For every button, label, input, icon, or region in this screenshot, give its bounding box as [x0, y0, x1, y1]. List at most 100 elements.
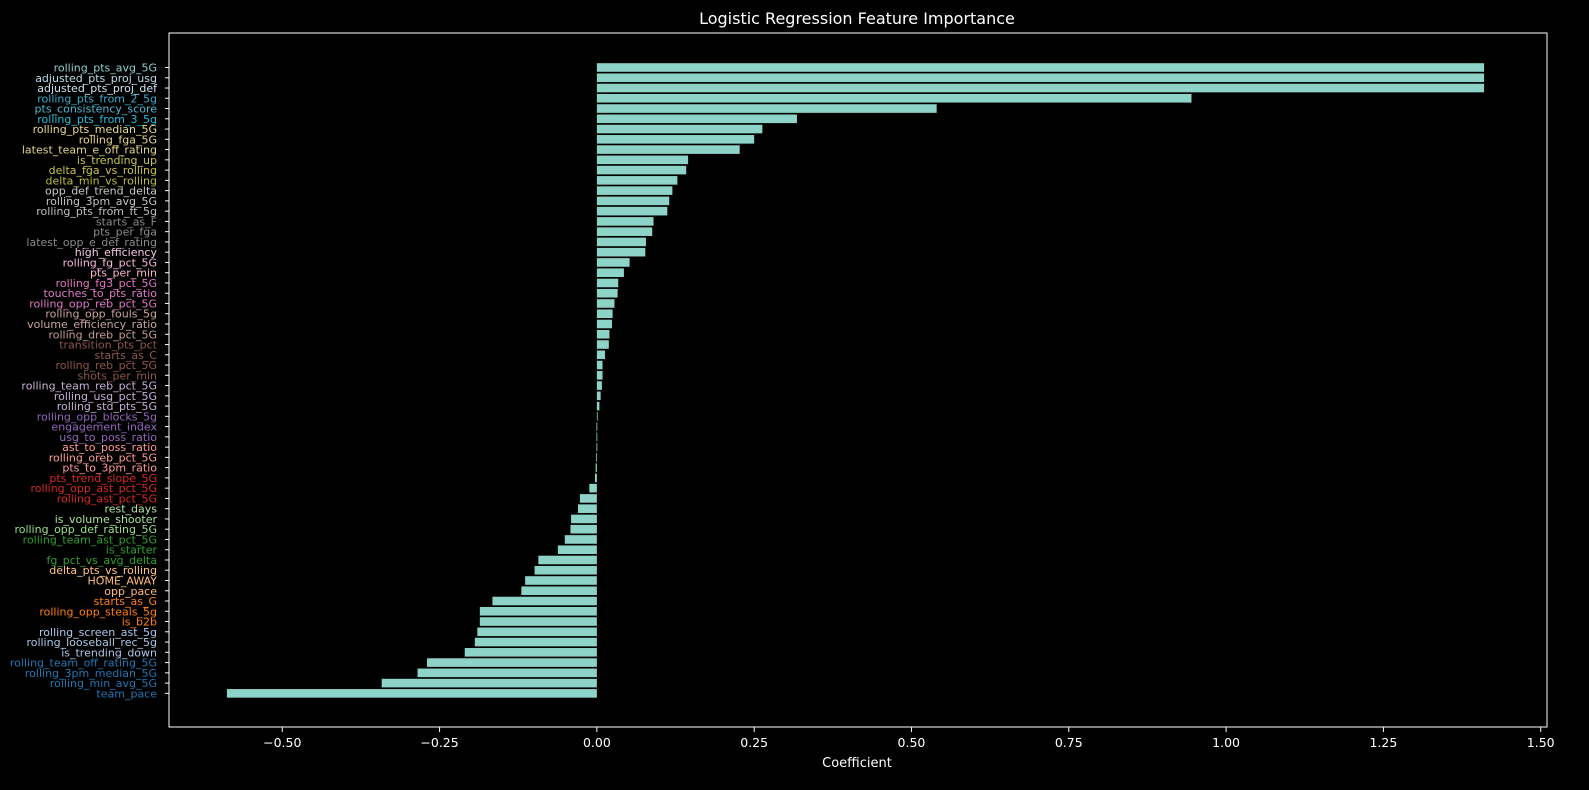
y-tick-label: starts_as_G	[94, 595, 157, 608]
bar-rolling_oreb_pct_5G	[596, 453, 598, 462]
bar-rolling_screen_ast_5g	[477, 627, 597, 637]
bar-rolling_min_avg_5G	[381, 678, 597, 688]
bar-touches_to_pts_ratio	[596, 288, 618, 298]
y-tick-label: latest_team_e_off_rating	[22, 144, 157, 157]
y-tick-label: rolling_reb_pct_5G	[55, 359, 157, 372]
x-tick-label: 1.50	[1527, 735, 1555, 750]
x-tick-label: 1.25	[1369, 735, 1397, 750]
bar-shots_per_min	[596, 371, 603, 380]
y-tick-label: is_b2b	[122, 616, 157, 629]
bar-rolling_ast_pct_5G	[579, 494, 597, 503]
y-tick-label: HOME_AWAY	[88, 575, 158, 588]
y-tick-label: rolling_pts_median_5G	[33, 123, 157, 136]
y-tick-label: rolling_oreb_pct_5G	[49, 451, 157, 464]
y-tick-label: rolling_pts_from_3_5g	[37, 113, 157, 126]
bar-adjusted_pts_proj_def	[596, 83, 1485, 93]
x-tick-label: −0.25	[420, 735, 458, 750]
y-tick-label: pts_per_fga	[93, 226, 157, 239]
x-tick-label: 0.75	[1055, 735, 1083, 750]
bar-delta_fga_vs_rolling	[596, 165, 687, 175]
y-tick-label: rolling_3pm_median_5G	[25, 667, 157, 680]
x-tick-label: 0.50	[898, 735, 926, 750]
bar-delta_pts_vs_rolling	[534, 565, 597, 575]
y-tick-label: rest_days	[104, 503, 157, 516]
bar-usg_to_poss_ratio	[596, 432, 598, 442]
plot-frame	[168, 32, 1548, 728]
bar-is_trending_down	[464, 648, 597, 657]
y-tick-label: rolling_usg_pct_5G	[54, 390, 157, 403]
bar-opp_def_trend_delta	[596, 186, 673, 195]
bar-latest_opp_e_def_rating	[596, 237, 646, 247]
y-tick-label: touches_to_pts_ratio	[44, 287, 158, 300]
bar-rolling_opp_fouls_5g	[596, 309, 613, 319]
y-tick-label: delta_min_vs_rolling	[46, 174, 157, 187]
y-tick-label: rolling_pts_from_2_5g	[37, 92, 157, 105]
bar-is_b2b	[479, 617, 597, 626]
y-tick-label: ast_to_poss_ratio	[62, 441, 157, 454]
bar-pts_consistency_score	[596, 104, 937, 113]
bar-high_efficiency	[596, 247, 646, 257]
y-tick-label: fg_pct_vs_avg_delta	[46, 554, 157, 567]
y-tick-label: rolling_3pm_avg_5G	[46, 195, 157, 208]
bar-rolling_3pm_median_5G	[417, 668, 597, 678]
y-tick-label: pts_per_min	[90, 267, 157, 280]
bar-rolling_pts_median_5G	[596, 124, 763, 134]
x-tick-label: 1.00	[1212, 735, 1240, 750]
y-tick-label: pts_consistency_score	[35, 103, 158, 116]
y-tick-label: rolling_opp_blocks_5g	[37, 410, 157, 423]
y-tick-label: adjusted_pts_proj_def	[37, 82, 158, 95]
bar-rolling_opp_ast_pct_5G	[589, 483, 597, 493]
y-tick-label: rolling_team_reb_pct_5G	[21, 380, 157, 393]
y-tick-label: is_trending_down	[61, 646, 157, 659]
y-tick-label: opp_def_trend_delta	[45, 185, 157, 198]
y-tick-label: delta_pts_vs_rolling	[49, 564, 157, 577]
bar-pts_to_3pm_ratio	[595, 463, 597, 472]
bar-rolling_3pm_avg_5G	[596, 196, 670, 206]
bar-is_volume_shooter	[571, 514, 597, 524]
bar-rolling_dreb_pct_5G	[596, 329, 610, 339]
bar-rolling_team_reb_pct_5G	[596, 381, 602, 390]
bar-engagement_index	[596, 422, 598, 431]
y-tick-label: rolling_opp_reb_pct_5G	[29, 297, 157, 310]
bar-fg_pct_vs_avg_delta	[538, 555, 597, 565]
y-tick-label: rolling_std_pts_5G	[57, 400, 157, 413]
bar-rolling_team_off_rating_5G	[426, 658, 597, 667]
bar-rolling_pts_from_2_5g	[596, 93, 1192, 103]
y-tick-label: pts_trend_slope_5G	[49, 472, 157, 485]
bar-adjusted_pts_proj_usg	[596, 73, 1485, 83]
y-tick-label: shots_per_min	[78, 369, 158, 382]
bar-rolling_reb_pct_5G	[596, 360, 603, 370]
y-tick-label: rolling_dreb_pct_5G	[48, 328, 157, 341]
y-tick-label: rolling_team_off_rating_5G	[10, 657, 157, 670]
bar-team_pace	[226, 689, 597, 698]
bar-transition_pts_pct	[596, 340, 609, 349]
bar-rolling_pts_from_3_5g	[596, 114, 797, 124]
y-tick-label: starts_as_F	[96, 215, 157, 228]
bar-pts_per_fga	[596, 227, 653, 236]
bar-pts_trend_slope_5G	[594, 473, 597, 483]
bar-rolling_opp_reb_pct_5G	[596, 299, 615, 308]
bar-starts_as_C	[596, 350, 606, 360]
y-tick-label: rolling_opp_def_rating_5G	[14, 523, 157, 536]
bar-is_starter	[557, 545, 597, 555]
y-tick-label: rolling_fg_pct_5G	[63, 256, 157, 269]
x-tick-label: 0.25	[740, 735, 768, 750]
y-tick-label: engagement_index	[51, 421, 157, 434]
bar-latest_team_e_off_rating	[596, 145, 740, 154]
bar-rest_days	[577, 504, 597, 513]
bar-rolling_fg_pct_5G	[596, 258, 630, 267]
y-tick-label: rolling_ast_pct_5G	[57, 492, 157, 505]
y-tick-label: opp_pace	[104, 585, 157, 598]
bar-HOME_AWAY	[525, 576, 597, 585]
y-tick-label: rolling_fg3_pct_5G	[56, 277, 157, 290]
bar-rolling_pts_from_ft_5g	[596, 206, 668, 216]
bar-rolling_opp_steals_5g	[479, 606, 597, 616]
bars-layer	[226, 63, 1485, 698]
bar-pts_per_min	[596, 268, 624, 277]
y-tick-label: transition_pts_pct	[59, 339, 157, 352]
y-tick-label: rolling_pts_avg_5G	[54, 62, 157, 75]
y-tick-label: rolling_opp_steals_5g	[39, 605, 157, 618]
y-tick-label: rolling_team_ast_pct_5G	[23, 533, 157, 546]
